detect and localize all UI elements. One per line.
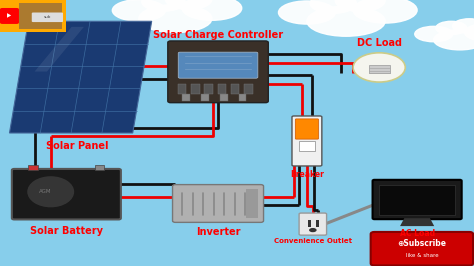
Bar xyxy=(231,84,239,94)
Text: sub: sub xyxy=(44,15,51,19)
FancyBboxPatch shape xyxy=(32,13,63,22)
Bar xyxy=(308,220,311,227)
Circle shape xyxy=(353,53,405,82)
Polygon shape xyxy=(9,21,152,133)
Text: DC Load: DC Load xyxy=(357,38,401,48)
Text: like & share: like & share xyxy=(406,253,438,258)
Ellipse shape xyxy=(307,6,385,36)
Bar xyxy=(178,84,186,94)
Ellipse shape xyxy=(142,0,185,11)
Ellipse shape xyxy=(453,19,474,34)
Bar xyxy=(191,84,200,94)
Ellipse shape xyxy=(182,0,242,20)
FancyBboxPatch shape xyxy=(379,185,455,215)
FancyBboxPatch shape xyxy=(12,169,121,219)
Text: Solar Charge Controller: Solar Charge Controller xyxy=(153,30,283,40)
FancyBboxPatch shape xyxy=(178,52,258,78)
Ellipse shape xyxy=(165,0,212,10)
Text: Inverter: Inverter xyxy=(196,227,240,238)
Bar xyxy=(220,94,228,101)
Bar xyxy=(244,84,253,94)
FancyBboxPatch shape xyxy=(371,232,473,265)
Circle shape xyxy=(309,228,317,232)
Text: ▶: ▶ xyxy=(8,14,11,18)
Ellipse shape xyxy=(434,30,474,50)
Text: Solar Panel: Solar Panel xyxy=(46,141,109,151)
Text: Breaker: Breaker xyxy=(290,170,324,179)
Bar xyxy=(299,141,315,151)
Ellipse shape xyxy=(27,176,74,207)
FancyBboxPatch shape xyxy=(0,0,66,32)
FancyBboxPatch shape xyxy=(373,180,462,219)
FancyBboxPatch shape xyxy=(295,119,319,139)
Bar xyxy=(316,220,319,227)
Text: Convenience Outlet: Convenience Outlet xyxy=(274,238,352,244)
FancyBboxPatch shape xyxy=(292,116,322,166)
Ellipse shape xyxy=(415,26,453,42)
Ellipse shape xyxy=(139,5,212,32)
FancyBboxPatch shape xyxy=(246,189,258,218)
Text: ⊕Subscribe: ⊕Subscribe xyxy=(397,239,447,248)
FancyBboxPatch shape xyxy=(19,3,62,29)
FancyBboxPatch shape xyxy=(299,213,327,235)
Bar xyxy=(95,165,104,170)
FancyBboxPatch shape xyxy=(173,185,264,222)
Bar xyxy=(369,65,390,73)
Ellipse shape xyxy=(436,21,466,35)
Ellipse shape xyxy=(353,0,417,23)
FancyBboxPatch shape xyxy=(0,8,19,24)
Ellipse shape xyxy=(112,0,165,21)
Bar xyxy=(182,94,190,101)
Polygon shape xyxy=(400,218,434,226)
FancyBboxPatch shape xyxy=(168,41,268,103)
Polygon shape xyxy=(35,27,84,72)
Bar xyxy=(28,165,38,170)
Ellipse shape xyxy=(310,0,356,13)
Ellipse shape xyxy=(465,24,474,41)
Text: Solar Battery: Solar Battery xyxy=(30,226,103,236)
Ellipse shape xyxy=(336,0,385,11)
Bar xyxy=(201,94,209,101)
Bar xyxy=(239,94,246,101)
Text: AC Load: AC Load xyxy=(400,229,435,238)
Bar xyxy=(218,84,226,94)
Ellipse shape xyxy=(278,1,336,24)
Text: AGM: AGM xyxy=(39,189,52,194)
Bar xyxy=(204,84,213,94)
